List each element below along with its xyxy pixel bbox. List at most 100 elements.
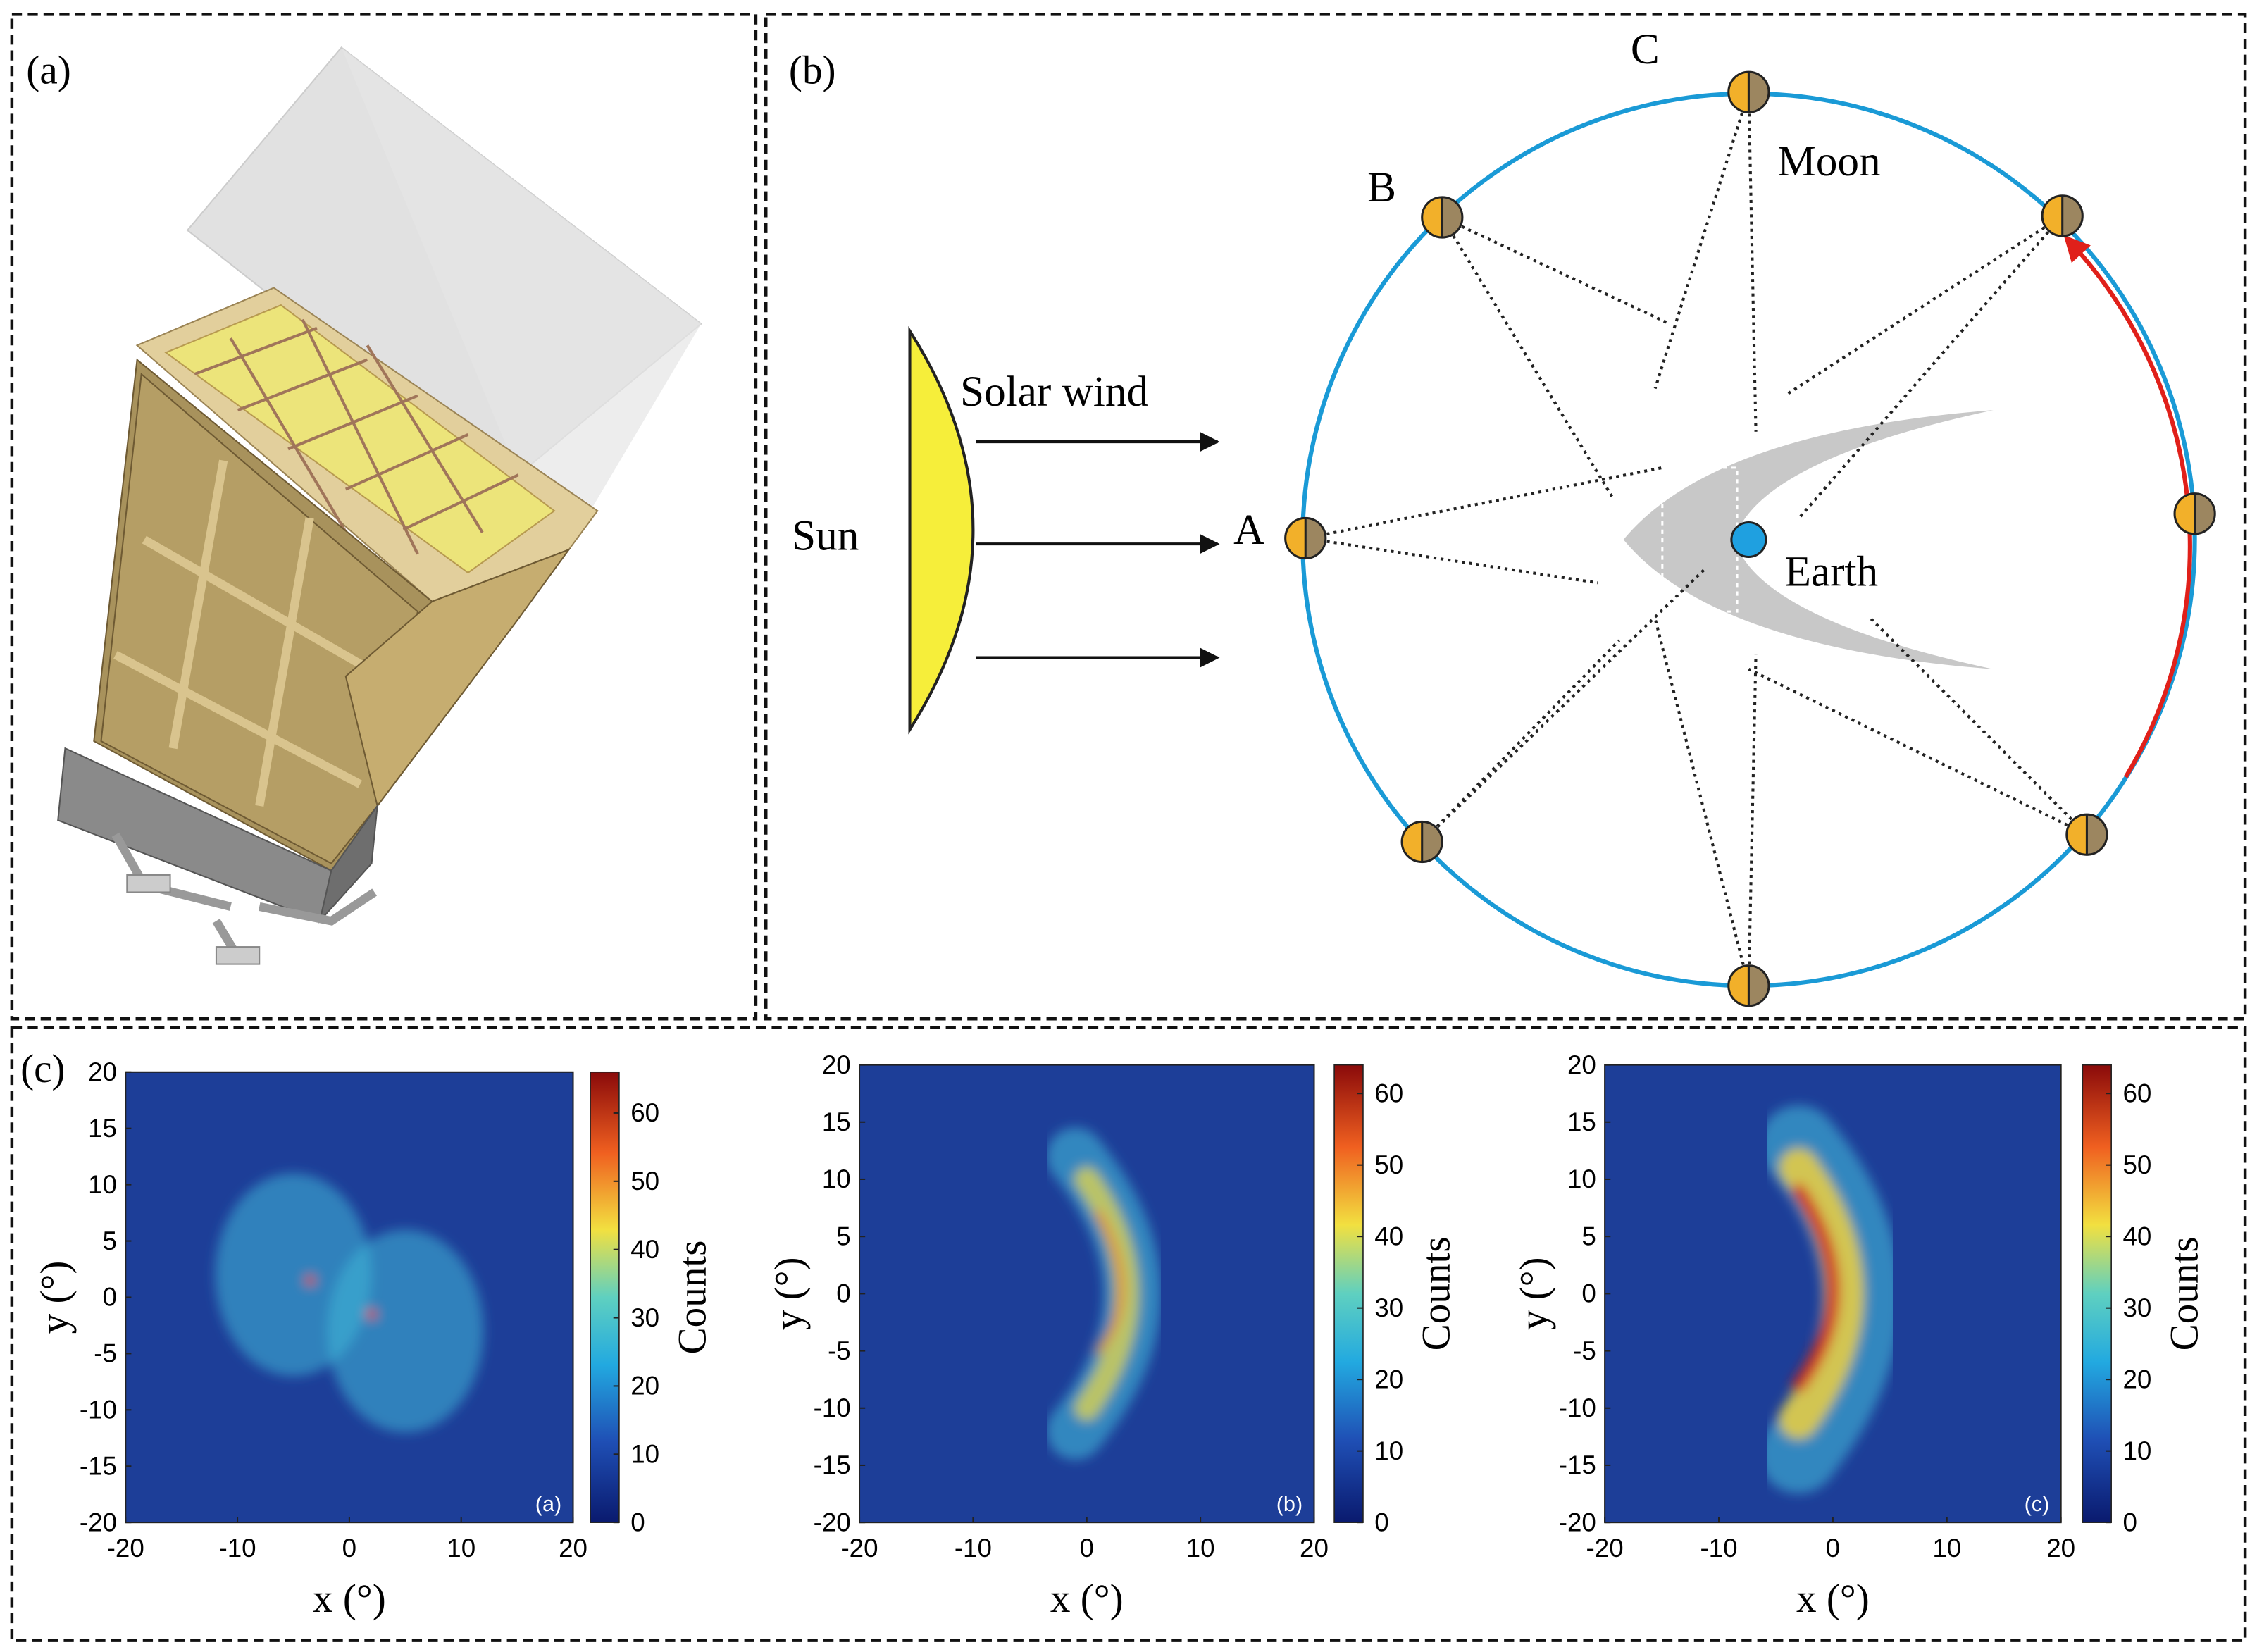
heatmap-image — [1759, 1105, 1901, 1493]
moon — [1284, 516, 1327, 560]
moon — [1421, 196, 1464, 239]
panel-label: (a) — [26, 48, 70, 92]
moon-lit — [2066, 814, 2087, 855]
moon-dark — [2194, 493, 2215, 534]
intensity-region — [1074, 1166, 1140, 1422]
y-axis-label: y (°) — [766, 1257, 811, 1330]
y-axis-label: y (°) — [33, 1261, 77, 1334]
wind-arrows — [976, 431, 1220, 668]
y-tick-label: 20 — [1567, 1050, 1596, 1079]
moons — [1284, 70, 2216, 1007]
y-tick-label: -15 — [80, 1451, 117, 1480]
y-tick-label: -15 — [1559, 1451, 1596, 1479]
moon-lit — [2042, 195, 2063, 236]
moon — [2065, 813, 2108, 856]
y-tick-label: 0 — [836, 1279, 850, 1308]
sun-shape — [908, 325, 975, 735]
colorbar-tick-label: 30 — [630, 1303, 659, 1332]
y-tick-label: 10 — [822, 1165, 851, 1193]
x-tick-label: -20 — [1586, 1534, 1624, 1563]
colorbar-tick-label: 40 — [1374, 1222, 1403, 1250]
motion-arrow — [2063, 235, 2192, 778]
inset-label: (b) — [1276, 1492, 1302, 1516]
panel-frame — [764, 13, 2247, 1021]
heatmap: -20 -10 0 10 20 -20 -15 -10 -5 0 5 10 15 20 (c) x (°) y … — [1512, 1050, 2206, 1621]
colorbar-tick-label: 50 — [1374, 1150, 1403, 1179]
colorbar — [1333, 1064, 1364, 1523]
earth-label: Earth — [1784, 547, 1878, 595]
moon-lit — [2175, 493, 2195, 534]
moon-lit — [1728, 965, 1749, 1006]
magnetosheath — [1623, 410, 1994, 669]
colorbar-label: Counts — [2163, 1236, 2207, 1350]
intensity-region — [1791, 1184, 1841, 1393]
colorbar-tick-label: 10 — [1374, 1436, 1403, 1465]
intensity-region — [1094, 1210, 1125, 1355]
sight-lines — [1305, 92, 2088, 986]
colorbar-tick-label: 20 — [630, 1372, 659, 1401]
moon — [1727, 964, 1770, 1007]
colorbar — [2082, 1064, 2112, 1523]
x-tick-label: -10 — [219, 1534, 256, 1563]
colorbar-tick-label: 0 — [2122, 1508, 2137, 1536]
x-tick-label: 0 — [1080, 1534, 1094, 1563]
point-label: B — [1367, 163, 1396, 211]
colorbar-tick-label: 30 — [1374, 1293, 1403, 1322]
colorbar-tick-label: 50 — [630, 1167, 659, 1195]
moon — [1727, 70, 1770, 113]
x-tick-label: -10 — [955, 1534, 992, 1563]
intensity-region — [327, 1229, 484, 1433]
y-tick-label: 15 — [822, 1107, 851, 1136]
moon-dark — [2087, 814, 2108, 855]
y-tick-label: 10 — [88, 1170, 117, 1199]
sun-label: Sun — [792, 511, 859, 559]
colorbar-tick-label: 40 — [2122, 1222, 2151, 1250]
colorbar-tick-label: 40 — [630, 1235, 659, 1264]
colorbar-tick-label: 60 — [630, 1098, 659, 1127]
colorbar-tick-label: 10 — [2122, 1436, 2151, 1465]
colorbar-tick-label: 10 — [630, 1440, 659, 1469]
y-tick-label: -20 — [1559, 1508, 1596, 1536]
x-tick-label: 0 — [1826, 1534, 1840, 1563]
moon-dark — [1442, 197, 1462, 238]
x-tick-label: -20 — [840, 1534, 878, 1563]
y-tick-label: -5 — [828, 1336, 851, 1365]
x-tick-label: 10 — [447, 1534, 475, 1563]
y-tick-label: -20 — [814, 1508, 851, 1536]
x-tick-label: 0 — [342, 1534, 356, 1563]
y-axis-label: y (°) — [1512, 1257, 1556, 1330]
moon-lit — [1422, 197, 1443, 238]
moon-dark — [1422, 821, 1443, 862]
y-tick-label: 5 — [103, 1226, 117, 1255]
earth — [1730, 521, 1767, 559]
intensity-region — [366, 1308, 378, 1320]
colorbar-tick-label: 20 — [2122, 1365, 2151, 1393]
colorbar — [590, 1071, 620, 1523]
x-tick-label: -20 — [107, 1534, 144, 1563]
y-tick-label: 5 — [836, 1222, 850, 1250]
moon — [1400, 820, 1443, 864]
heatmap-image — [215, 1173, 484, 1433]
panel-label: (c) — [20, 1047, 65, 1091]
y-tick-label: 20 — [822, 1050, 851, 1079]
colorbar-tick-label: 60 — [2122, 1079, 2151, 1107]
inset-label: (c) — [2025, 1492, 2050, 1516]
y-tick-label: 10 — [1567, 1165, 1596, 1193]
x-axis-label: x (°) — [1796, 1577, 1870, 1621]
y-tick-label: -5 — [94, 1339, 117, 1368]
colorbar-tick-label: 50 — [2122, 1150, 2151, 1179]
solar-wind-label: Solar wind — [960, 368, 1148, 416]
heatmap: -20 -10 0 10 20 -20 -15 -10 -5 0 5 10 15 20 (a) x (°) y … — [33, 1057, 715, 1621]
moon-dark — [1748, 72, 1769, 113]
panel-frame — [10, 13, 758, 1021]
x-axis-label: x (°) — [313, 1577, 386, 1621]
y-tick-label: -5 — [1573, 1336, 1596, 1365]
colorbar-label: Counts — [1414, 1236, 1459, 1350]
y-tick-label: -20 — [80, 1508, 117, 1536]
moon-label: Moon — [1777, 137, 1880, 185]
x-axis-label: x (°) — [1050, 1577, 1124, 1621]
moon-lit — [1285, 518, 1306, 559]
x-tick-label: 10 — [1932, 1534, 1961, 1563]
colorbar-label: Counts — [670, 1240, 714, 1354]
